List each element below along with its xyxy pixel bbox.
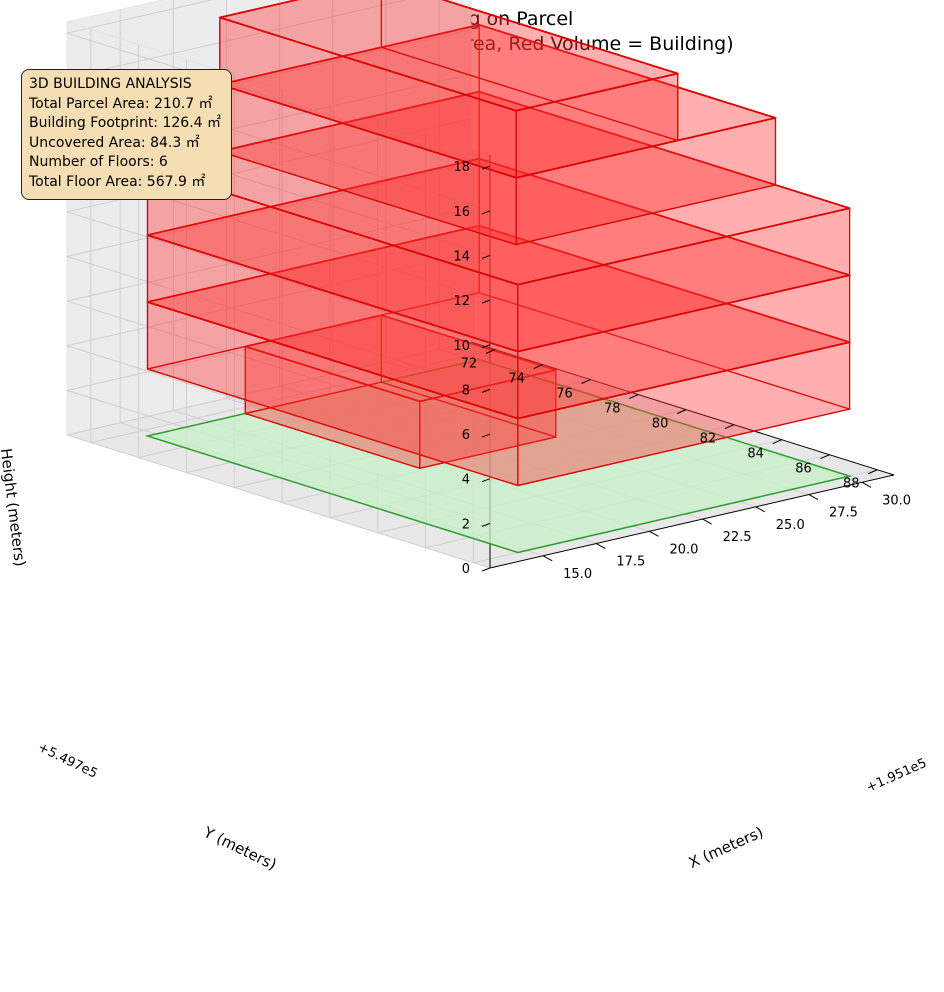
x-tick-label: 30.0 bbox=[882, 493, 911, 508]
z-tick-mark bbox=[481, 522, 491, 527]
z-tick-mark bbox=[481, 433, 491, 438]
x-tick-label: 20.0 bbox=[669, 542, 698, 557]
z-tick-label: 10 bbox=[453, 339, 470, 354]
y-tick-label: 72 bbox=[461, 357, 478, 372]
building-volume bbox=[146, 0, 851, 487]
y-tick-mark bbox=[868, 469, 878, 475]
y-axis-label: Y (meters) bbox=[200, 823, 279, 874]
y-tick-label: 74 bbox=[508, 372, 525, 387]
parcel-platform bbox=[144, 358, 853, 554]
y-tick-mark bbox=[485, 349, 496, 354]
z-axis-label: Height (meters) bbox=[0, 447, 29, 567]
y-tick-label: 84 bbox=[747, 447, 764, 462]
info-line: Total Floor Area: 567.9 ㎡ bbox=[29, 173, 206, 190]
x-tick-label: 22.5 bbox=[723, 530, 752, 545]
y-tick-mark bbox=[629, 394, 639, 400]
x-tick-mark bbox=[649, 530, 659, 537]
x-axis-label: X (meters) bbox=[686, 823, 766, 872]
info-title: 3D BUILDING ANALYSIS bbox=[29, 76, 192, 92]
y-tick-mark bbox=[533, 364, 543, 369]
z-tick-mark bbox=[481, 388, 491, 393]
x-tick-mark bbox=[755, 506, 766, 513]
y-tick-mark bbox=[772, 439, 782, 445]
y-tick-mark bbox=[820, 454, 830, 460]
z-tick-label: 0 bbox=[462, 562, 470, 577]
z-tick-label: 2 bbox=[462, 517, 470, 532]
z-tick-label: 4 bbox=[462, 473, 470, 488]
y-tick-label: 88 bbox=[843, 477, 860, 492]
z-tick-mark bbox=[481, 299, 491, 304]
y-tick-label: 76 bbox=[556, 387, 573, 402]
x-axis-line bbox=[489, 474, 895, 569]
y-offset-label: +5.497e5 bbox=[35, 740, 99, 782]
z-tick-mark bbox=[481, 210, 491, 215]
z-tick-label: 12 bbox=[453, 294, 470, 309]
z-tick-label: 8 bbox=[462, 383, 470, 398]
z-tick-mark bbox=[481, 567, 491, 572]
y-tick-mark bbox=[581, 379, 591, 385]
info-line: Number of Floors: 6 bbox=[29, 154, 168, 171]
y-tick-mark bbox=[676, 409, 687, 415]
info-line: Total Parcel Area: 210.7 ㎡ bbox=[29, 95, 213, 112]
y-tick-mark bbox=[724, 424, 735, 430]
pane-edge bbox=[66, 21, 491, 156]
z-tick-mark bbox=[481, 478, 491, 483]
building-analysis-box: 3D BUILDING ANALYSIS Total Parcel Area: … bbox=[21, 69, 232, 200]
y-tick-label: 86 bbox=[795, 462, 812, 477]
x-tick-mark bbox=[861, 481, 872, 488]
pane-edge bbox=[66, 0, 165, 23]
z-tick-mark bbox=[481, 165, 491, 170]
x-tick-mark bbox=[596, 543, 606, 549]
y-tick-label: 78 bbox=[604, 402, 621, 417]
z-tick-label: 6 bbox=[462, 428, 470, 443]
x-offset-label: +1.951e5 bbox=[864, 756, 929, 796]
z-tick-label: 16 bbox=[453, 205, 470, 220]
z-tick-mark bbox=[481, 344, 491, 349]
x-tick-label: 17.5 bbox=[616, 555, 645, 570]
y-tick-label: 82 bbox=[700, 432, 717, 447]
x-tick-label: 25.0 bbox=[776, 518, 805, 533]
y-axis-line bbox=[470, 341, 895, 476]
z-tick-label: 18 bbox=[453, 160, 470, 175]
info-line: Uncovered Area: 84.3 ㎡ bbox=[29, 134, 200, 151]
z-tick-label: 14 bbox=[453, 249, 470, 264]
y-tick-label: 80 bbox=[652, 417, 669, 432]
x-tick-mark bbox=[542, 555, 553, 562]
x-tick-label: 15.0 bbox=[563, 567, 592, 582]
z-tick-mark bbox=[481, 254, 491, 259]
parcel-polygon bbox=[144, 358, 853, 554]
tick-labels: 15.017.520.022.525.027.530.0727476788082… bbox=[453, 160, 911, 582]
building-floor-face bbox=[218, 0, 679, 112]
x-tick-mark bbox=[702, 518, 712, 525]
info-line: Building Footprint: 126.4 ㎡ bbox=[29, 115, 222, 132]
x-tick-mark bbox=[808, 494, 819, 501]
x-tick-label: 27.5 bbox=[829, 506, 858, 521]
